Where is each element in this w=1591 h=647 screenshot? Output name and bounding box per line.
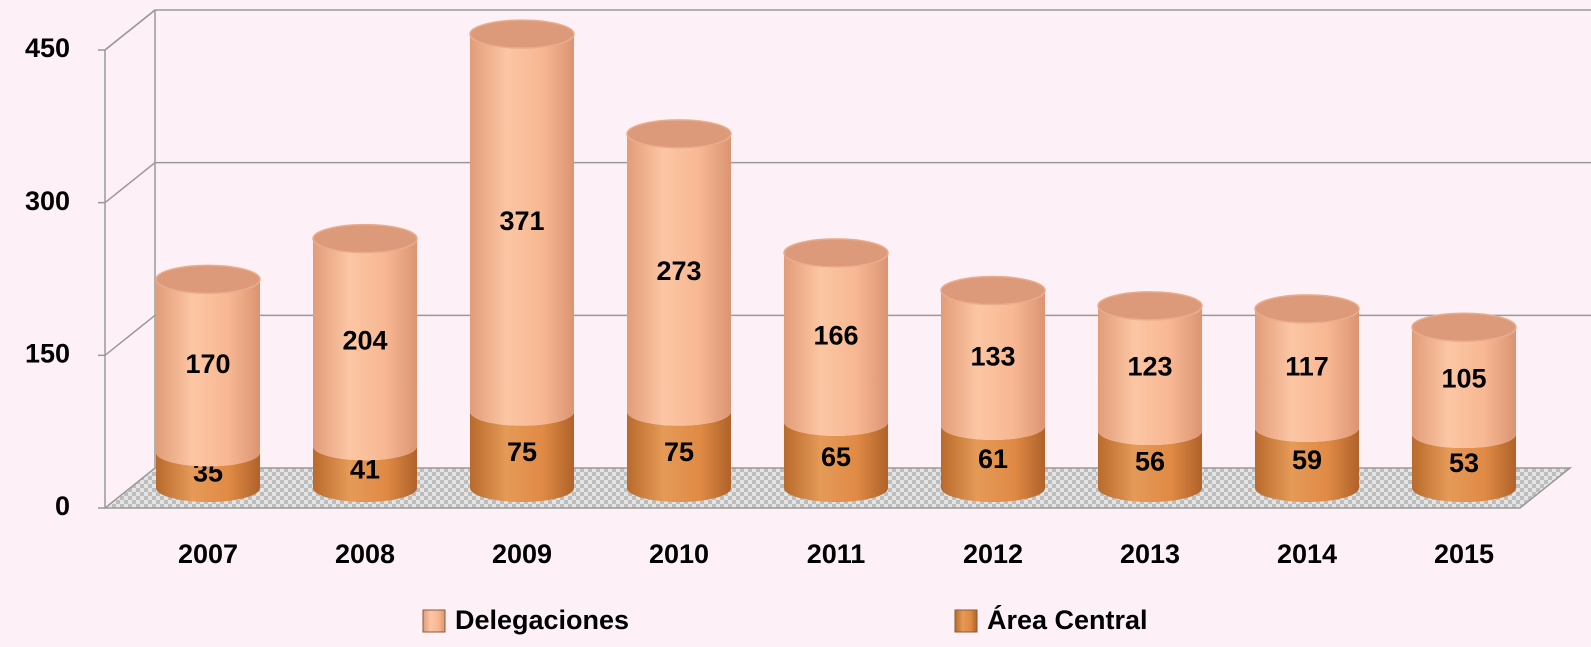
cylinder-segment <box>1255 427 1359 502</box>
x-tick-label: 2010 <box>649 539 709 569</box>
value-label: 56 <box>1135 447 1165 477</box>
value-label: 166 <box>813 320 858 350</box>
cylinder-top <box>469 19 575 49</box>
value-label: 65 <box>821 442 851 472</box>
cylinder-segment <box>470 411 574 502</box>
y-tick-label: 450 <box>25 33 70 63</box>
cylinder-segment <box>1412 434 1516 502</box>
cylinder-top <box>1411 312 1517 342</box>
value-label: 123 <box>1127 352 1172 382</box>
cylinder-top <box>1254 294 1360 324</box>
cylinder-segment <box>1098 431 1202 502</box>
grid-line <box>104 9 1591 51</box>
cylinder-top <box>155 264 261 295</box>
y-tick-label: 150 <box>25 338 70 368</box>
cylinder-segment <box>941 425 1045 502</box>
cylinder-top <box>626 119 732 149</box>
cylinder-segment <box>156 279 260 467</box>
legend-label: Delegaciones <box>455 605 629 635</box>
value-label: 53 <box>1449 448 1479 478</box>
cylinder-segment <box>784 421 888 502</box>
cylinder-segment <box>470 34 574 426</box>
grid-line <box>104 161 1591 204</box>
x-tick-label: 2009 <box>492 539 552 569</box>
value-label: 133 <box>970 341 1015 371</box>
cylinder-top <box>940 275 1046 306</box>
cylinder-top <box>312 223 418 254</box>
x-tick-label: 2015 <box>1434 539 1494 569</box>
cylinder-segment <box>313 446 417 502</box>
legend-label: Área Central <box>987 604 1148 635</box>
x-tick-label: 2014 <box>1277 539 1337 569</box>
cylinder-segment <box>941 290 1045 440</box>
cylinder-top <box>1097 291 1203 321</box>
cylinder-segment <box>1412 327 1516 449</box>
value-label: 117 <box>1285 352 1329 382</box>
value-label: 204 <box>342 326 387 356</box>
cylinder-top <box>783 238 889 268</box>
value-label: 75 <box>507 437 537 467</box>
legend-swatch <box>422 609 446 633</box>
y-tick-label: 300 <box>25 186 70 216</box>
cylinder-segment <box>156 452 260 502</box>
x-tick-label: 2012 <box>963 539 1023 569</box>
value-label: 61 <box>978 444 1008 474</box>
value-label: 75 <box>664 437 694 467</box>
x-tick-label: 2008 <box>335 539 395 569</box>
x-tick-label: 2011 <box>807 539 866 569</box>
y-tick-label: 0 <box>55 491 70 521</box>
value-label: 273 <box>656 256 701 286</box>
value-label: 170 <box>185 349 230 379</box>
cylinder-segment <box>1098 305 1202 446</box>
value-label: 105 <box>1441 364 1486 394</box>
legend-swatch <box>954 609 978 633</box>
cylinder-segment <box>627 411 731 502</box>
value-label: 59 <box>1292 445 1322 475</box>
cylinder-segment <box>1255 308 1359 442</box>
cylinder-segment <box>784 252 888 436</box>
x-tick-label: 2013 <box>1120 539 1180 569</box>
cylinder-segment <box>627 133 731 426</box>
x-tick-label: 2007 <box>178 539 238 569</box>
cylinder-segment <box>313 238 417 461</box>
value-label: 371 <box>499 206 544 236</box>
